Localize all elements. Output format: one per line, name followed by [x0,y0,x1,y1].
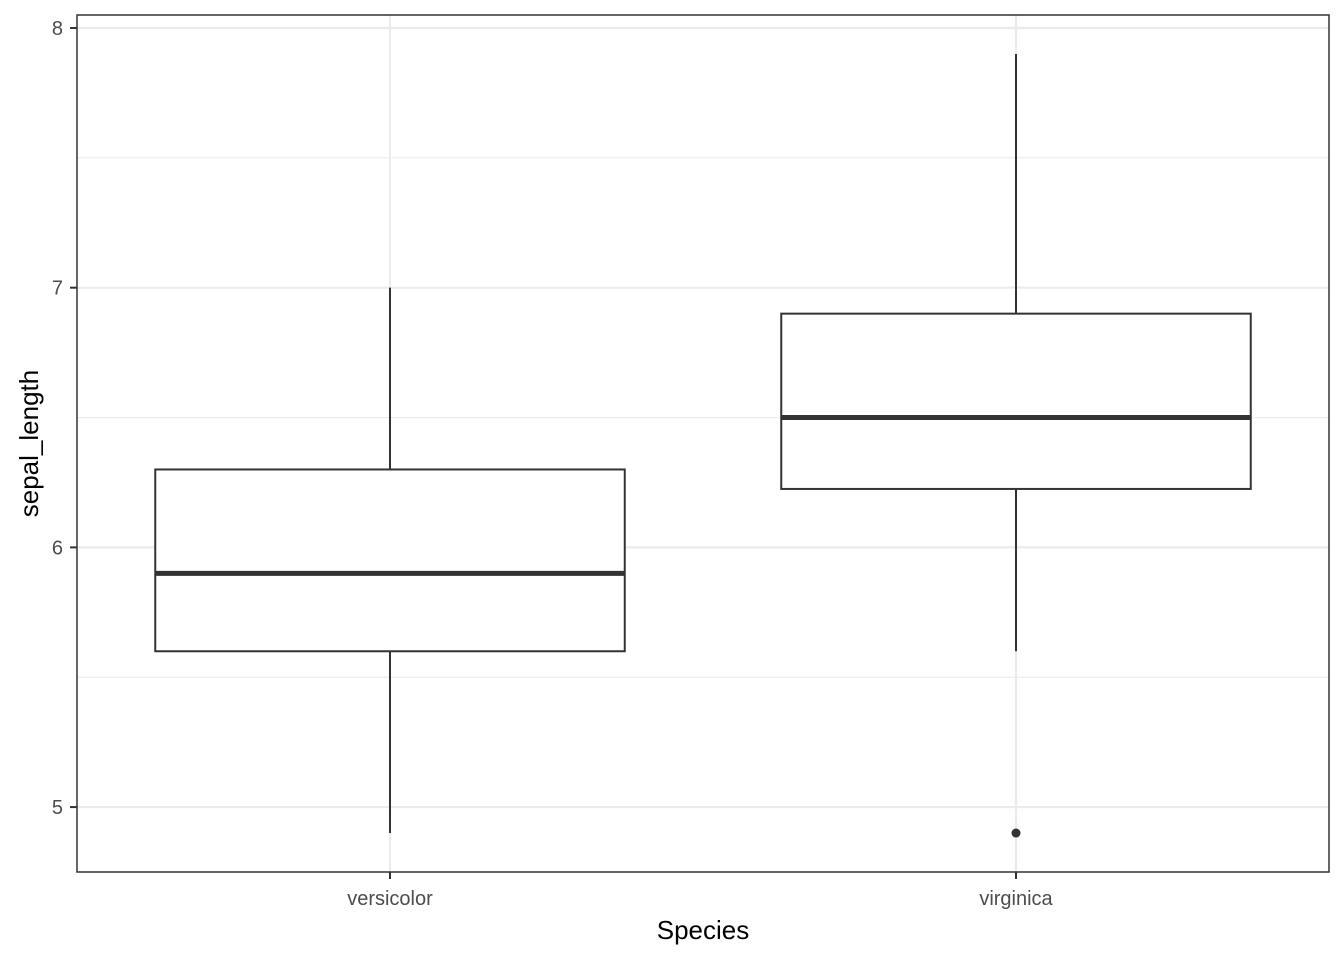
x-axis-title: Species [657,915,750,945]
panel-border [76,14,1330,873]
outlier-point [1011,828,1021,838]
box-iqr [154,468,626,653]
x-tick-label: virginica [979,888,1053,910]
boxes-layer [154,53,1252,838]
y-tick-label: 6 [52,537,63,559]
y-axis-title: sepal_length [14,370,44,517]
y-tick-label: 7 [52,278,63,300]
box-iqr [780,312,1252,490]
y-tick-label: 5 [52,797,63,819]
y-tick-label: 8 [52,18,63,40]
y-axis: 5 6 7 8 [52,18,77,819]
box-virginica [780,53,1252,838]
x-axis: versicolor virginica [347,872,1054,910]
x-tick-label: versicolor [347,888,433,910]
box-versicolor [154,287,626,834]
